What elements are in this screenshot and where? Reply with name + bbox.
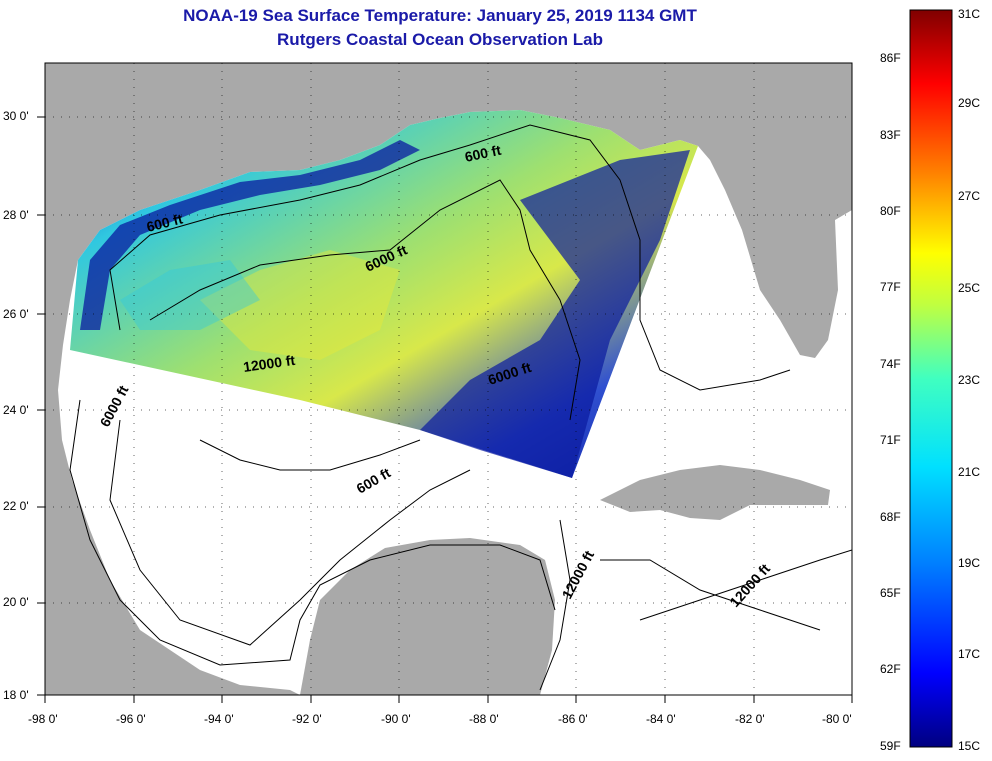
lon-label: -94 0' — [204, 712, 234, 726]
lat-label: 22 0' — [3, 499, 29, 513]
lon-label: -88 0' — [469, 712, 499, 726]
map-subtitle: Rutgers Coastal Ocean Observation Lab — [277, 30, 603, 49]
colorbar-c-label: 29C — [958, 96, 980, 110]
map-area: 600 ft 600 ft 6000 ft 6000 ft 6000 ft 12… — [45, 63, 852, 695]
colorbar — [909, 9, 953, 748]
lon-label: -80 0' — [822, 712, 852, 726]
lat-label: 18 0' — [3, 688, 29, 702]
colorbar-c-label: 23C — [958, 373, 980, 387]
colorbar-c-label: 19C — [958, 556, 980, 570]
colorbar-f-label: 65F — [880, 586, 901, 600]
graticule — [45, 63, 852, 695]
colorbar-c-label: 25C — [958, 281, 980, 295]
colorbar-c-label: 27C — [958, 189, 980, 203]
lat-label: 20 0' — [3, 595, 29, 609]
colorbar-f-label: 77F — [880, 280, 901, 294]
bathymetry-contours — [69, 124, 852, 691]
lon-label: -90 0' — [381, 712, 411, 726]
colorbar-c-label: 15C — [958, 739, 980, 753]
colorbar-c-label: 31C — [958, 7, 980, 21]
lon-label: -84 0' — [646, 712, 676, 726]
colorbar-f-label: 62F — [880, 662, 901, 676]
lon-label: -98 0' — [28, 712, 58, 726]
colorbar-f-label: 71F — [880, 433, 901, 447]
colorbar-f-label: 83F — [880, 128, 901, 142]
us-land — [45, 63, 852, 358]
lon-label: -92 0' — [292, 712, 322, 726]
lon-label: -82 0' — [735, 712, 765, 726]
colorbar-f-label: 80F — [880, 204, 901, 218]
colorbar-f-label: 59F — [880, 739, 901, 753]
lon-label: -86 0' — [558, 712, 588, 726]
mexico-land — [45, 345, 300, 695]
lat-label: 28 0' — [3, 208, 29, 222]
lon-label: -96 0' — [116, 712, 146, 726]
colorbar-c-label: 17C — [958, 647, 980, 661]
yucatan-land — [300, 538, 555, 695]
colorbar-f-label: 68F — [880, 510, 901, 524]
lat-label: 26 0' — [3, 307, 29, 321]
contour-label: 12000 ft — [242, 352, 296, 375]
colorbar-f-label: 74F — [880, 357, 901, 371]
colorbar-c-label: 21C — [958, 465, 980, 479]
lat-label: 24 0' — [3, 403, 29, 417]
cuba-land — [600, 465, 830, 520]
axis-ticks — [37, 116, 853, 703]
colorbar-f-label: 86F — [880, 51, 901, 65]
map-title: NOAA-19 Sea Surface Temperature: January… — [183, 6, 697, 25]
lat-label: 30 0' — [3, 109, 29, 123]
contour-label: 600 ft — [463, 142, 502, 165]
map-frame — [44, 62, 853, 696]
